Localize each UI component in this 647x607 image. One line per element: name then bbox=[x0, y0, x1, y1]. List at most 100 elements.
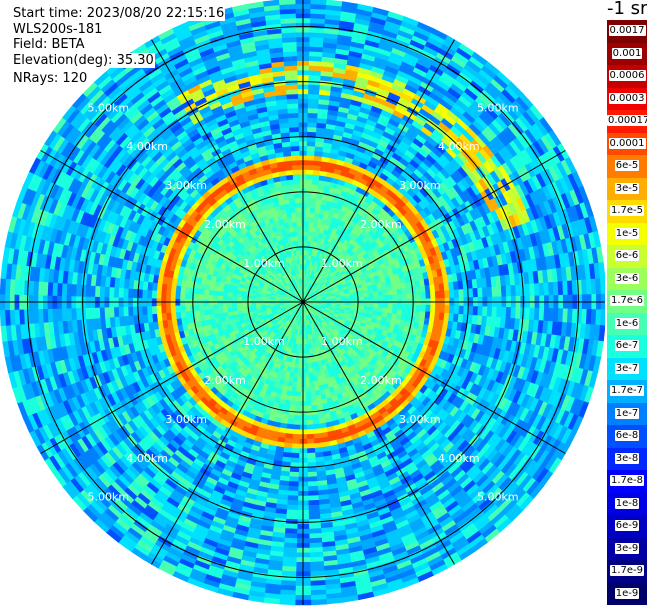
range-gate-cell bbox=[308, 381, 315, 388]
range-gate-cell bbox=[304, 372, 310, 379]
range-gate-cell bbox=[373, 291, 379, 297]
range-gate-cell bbox=[406, 304, 413, 311]
range-gate-cell bbox=[307, 107, 319, 114]
range-gate-cell bbox=[306, 466, 317, 473]
range-gate-cell bbox=[472, 306, 479, 317]
range-gate-cell bbox=[310, 202, 317, 209]
range-gate-cell bbox=[448, 305, 455, 315]
range-gate-cell bbox=[284, 528, 298, 535]
range-gate-cell bbox=[401, 309, 408, 316]
range-gate-cell bbox=[382, 294, 389, 301]
range-gate-cell bbox=[477, 306, 484, 317]
range-gate-cell bbox=[486, 286, 493, 298]
range-gate-cell bbox=[306, 159, 315, 166]
range-gate-cell bbox=[305, 414, 313, 421]
range-gate-cell bbox=[382, 303, 389, 310]
range-gate-cell bbox=[310, 0, 328, 6]
range-gate-cell bbox=[295, 381, 302, 388]
range-gate-cell bbox=[500, 285, 507, 298]
range-gate-cell bbox=[425, 304, 432, 313]
range-gate-cell bbox=[305, 400, 312, 407]
range-gate-cell bbox=[304, 216, 311, 223]
range-gate-cell bbox=[430, 291, 436, 300]
range-gate-cell bbox=[392, 304, 399, 310]
range-gate-cell bbox=[304, 225, 310, 232]
range-gate-cell bbox=[444, 290, 451, 299]
range-gate-cell bbox=[306, 140, 316, 147]
range-gate-cell bbox=[377, 291, 384, 297]
range-gate-cell bbox=[396, 309, 403, 316]
range-gate-cell bbox=[290, 447, 300, 454]
range-gate-cell bbox=[305, 419, 314, 426]
range-gate-cell bbox=[295, 391, 301, 398]
range-gate-cell bbox=[292, 429, 301, 435]
range-gate-cell bbox=[397, 304, 403, 311]
range-gate-cell bbox=[491, 286, 498, 298]
range-gate-cell bbox=[387, 303, 394, 310]
range-gate-cell bbox=[291, 438, 300, 445]
range-gate-cell bbox=[306, 145, 316, 152]
range-gate-cell bbox=[415, 304, 422, 312]
range-gate-cell bbox=[308, 528, 322, 535]
range-gate-cell bbox=[305, 396, 312, 402]
range-gate-cell bbox=[290, 457, 300, 464]
range-gate-cell bbox=[599, 277, 605, 295]
range-gate-cell bbox=[307, 126, 318, 133]
range-gate-cell bbox=[529, 307, 536, 321]
range-gate-cell bbox=[500, 306, 507, 319]
range-gate-cell bbox=[411, 304, 417, 312]
range-gate-cell bbox=[310, 395, 317, 402]
range-gate-cell bbox=[305, 202, 312, 208]
range-gate-cell bbox=[305, 206, 311, 213]
range-gate-cell bbox=[294, 396, 301, 402]
range-gate-cell bbox=[401, 293, 408, 300]
range-gate-cell bbox=[364, 296, 370, 301]
range-gate-cell bbox=[439, 290, 446, 299]
range-gate-cell bbox=[486, 306, 493, 318]
range-gate-cell bbox=[453, 289, 460, 299]
range-gate-cell bbox=[467, 305, 474, 316]
range-gate-cell bbox=[373, 303, 380, 309]
range-gate-cell bbox=[291, 433, 300, 440]
range-gate-cell bbox=[304, 353, 308, 360]
range-gate-cell bbox=[286, 504, 299, 511]
range-gate-cell bbox=[305, 173, 314, 180]
range-gate-cell bbox=[310, 400, 317, 407]
range-gate-cell bbox=[307, 490, 319, 497]
range-gate-cell bbox=[309, 386, 316, 393]
range-gate-cell bbox=[382, 290, 389, 297]
range-gate-cell bbox=[304, 386, 311, 393]
range-gate-cell bbox=[288, 471, 299, 478]
range-gate-cell bbox=[309, 390, 316, 397]
range-gate-cell bbox=[305, 424, 314, 431]
range-gate-cell bbox=[287, 485, 299, 492]
range-gate-cell bbox=[305, 169, 314, 175]
range-gate-cell bbox=[288, 476, 299, 483]
range-gate-cell bbox=[306, 447, 316, 454]
range-gate-cell bbox=[482, 306, 488, 317]
range-gate-cell bbox=[307, 504, 320, 511]
range-gate-cell bbox=[306, 154, 315, 161]
range-gate-cell bbox=[505, 306, 512, 319]
range-gate-cell bbox=[599, 309, 605, 327]
range-gate-cell bbox=[304, 211, 311, 218]
range-gate-cell bbox=[310, 197, 317, 204]
range-gate-cell bbox=[307, 476, 318, 483]
range-gate-cell bbox=[308, 69, 322, 76]
range-gate-cell bbox=[296, 377, 302, 383]
range-gate-cell bbox=[444, 305, 451, 314]
range-gate-cell bbox=[305, 410, 313, 416]
range-gate-cell bbox=[306, 131, 317, 138]
range-gate-cell bbox=[378, 295, 384, 301]
range-gate-cell bbox=[482, 287, 488, 298]
range-gate-cell bbox=[294, 400, 301, 407]
range-gate-cell bbox=[293, 414, 301, 421]
range-gate-cell bbox=[434, 290, 441, 299]
range-gate-cell bbox=[307, 471, 318, 478]
range-gate-cell bbox=[294, 405, 301, 412]
range-gate-cell bbox=[303, 344, 308, 350]
range-gate-cell bbox=[448, 289, 455, 299]
range-gate-cell bbox=[304, 377, 310, 383]
range-gate-cell bbox=[286, 499, 299, 506]
range-gate-cell bbox=[467, 288, 474, 299]
